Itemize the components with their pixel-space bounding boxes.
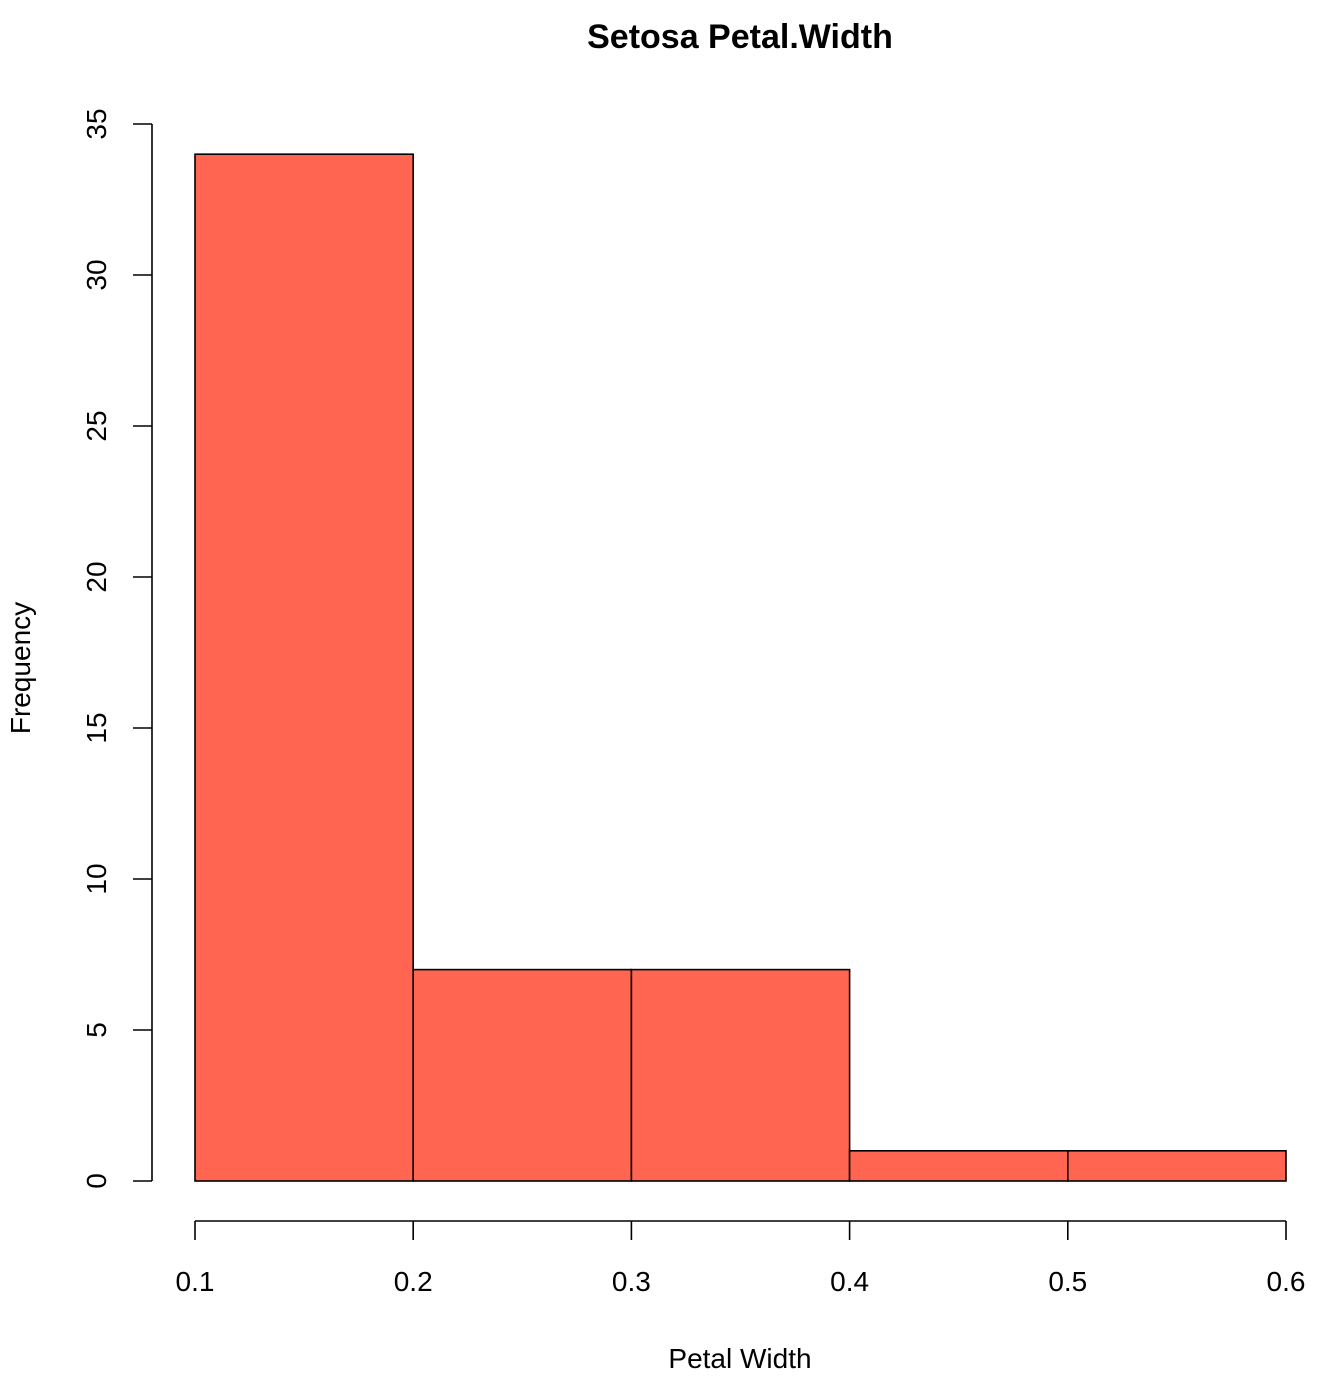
y-tick-label: 30: [81, 259, 112, 290]
bars-group: [194, 153, 1287, 1182]
y-tick-label: 15: [81, 712, 112, 743]
x-axis-label: Petal Width: [668, 1343, 811, 1374]
histogram-bar-3: [630, 968, 851, 1182]
x-tick-label: 0.5: [1048, 1266, 1087, 1297]
y-axis: 0 5 10 15 20 25 30 35: [81, 108, 153, 1189]
chart-title: Setosa Petal.Width: [587, 18, 893, 56]
y-tick-label: 35: [81, 108, 112, 139]
x-tick-label: 0.4: [830, 1266, 869, 1297]
histogram-bar-5: [1067, 1150, 1287, 1182]
y-tick-label: 0: [81, 1173, 112, 1189]
histogram-bar-1: [194, 153, 414, 1182]
y-axis-label: Frequency: [5, 602, 36, 734]
x-axis: 0.1 0.2 0.3 0.4 0.5 0.6: [176, 1220, 1306, 1297]
x-tick-label: 0.6: [1267, 1266, 1306, 1297]
histogram-bar-4: [848, 1150, 1069, 1182]
y-tick-label: 20: [81, 561, 112, 592]
x-tick-label: 0.1: [176, 1266, 215, 1297]
y-tick-label: 10: [81, 863, 112, 894]
y-tick-label: 5: [81, 1022, 112, 1038]
histogram-bar-2: [412, 968, 633, 1182]
y-tick-label: 25: [81, 410, 112, 441]
x-tick-label: 0.2: [394, 1266, 433, 1297]
x-tick-label: 0.3: [612, 1266, 651, 1297]
